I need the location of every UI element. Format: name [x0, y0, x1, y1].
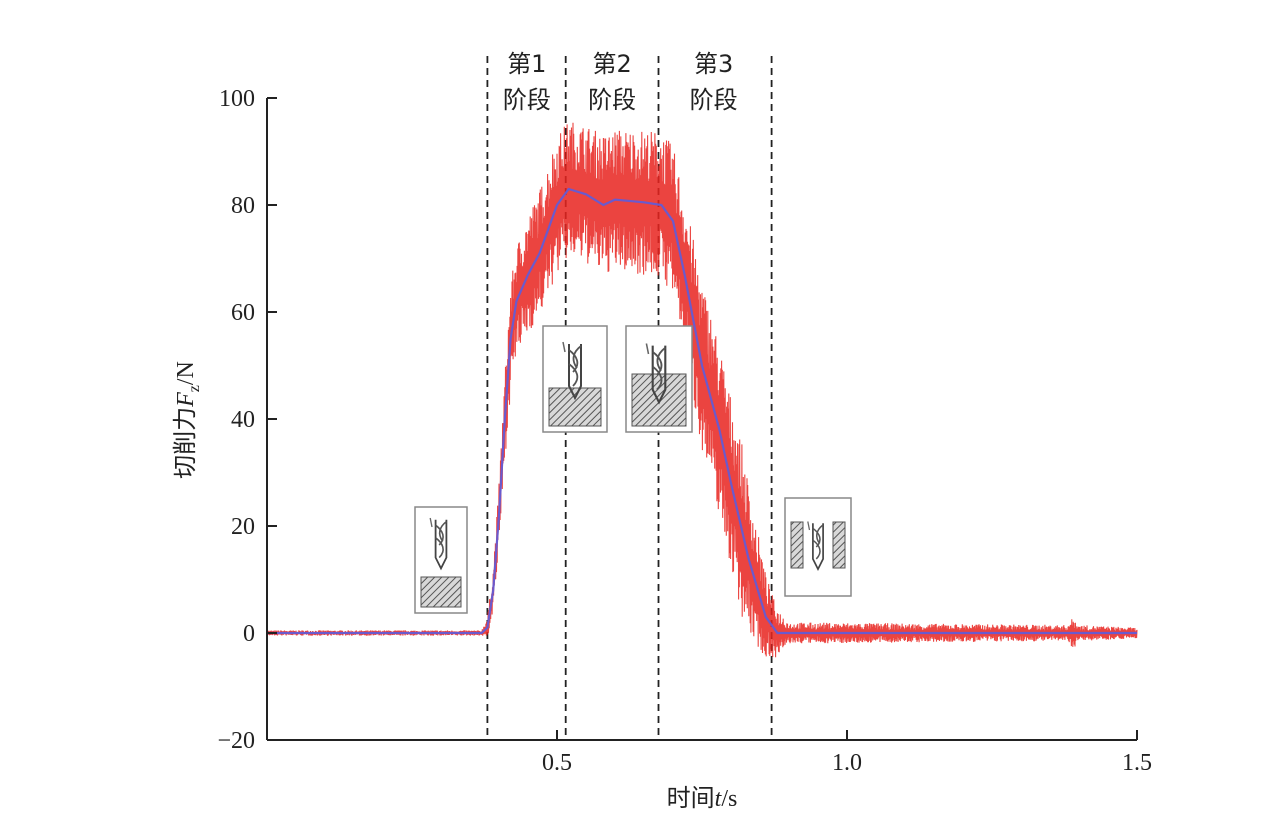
stage-label-line1: 第2	[592, 50, 631, 78]
workpiece-wall-left	[790, 521, 804, 569]
stage-label-line2: 阶段	[588, 86, 636, 114]
y-tick-label: 100	[219, 86, 255, 112]
raw-force-line	[266, 122, 1138, 658]
workpiece-wall-right	[832, 521, 846, 569]
tool-fully-engaged-icon	[625, 325, 693, 433]
y-tick-label: 0	[243, 621, 255, 647]
y-tick-label: −20	[217, 728, 255, 754]
series-raw-force	[266, 122, 1138, 658]
tool-exiting-workpiece-icon	[784, 497, 852, 597]
series-mean-force	[267, 187, 1137, 635]
stage-label-line2: 阶段	[690, 86, 738, 114]
tool-entering-workpiece-icon	[414, 506, 468, 614]
tool-insets	[414, 325, 852, 614]
stage-labels: 第1 阶段 第2 阶段 第3 阶段	[503, 50, 738, 114]
stage-label-line1: 第1	[507, 50, 546, 78]
y-tick-label: 20	[231, 514, 255, 540]
y-tick-label: 60	[231, 300, 255, 326]
x-axis-title: 时间t/s	[667, 784, 738, 812]
stage-label-line2: 阶段	[503, 86, 551, 114]
workpiece-block	[420, 576, 462, 608]
axes: −20 0 20 40 60 80 100 0.5 1.0 1.5	[217, 86, 1152, 776]
x-tick-label: 0.5	[542, 750, 572, 776]
y-axis-title: 切削力Fz/N	[171, 361, 203, 479]
tool-half-engaged-icon	[542, 325, 608, 433]
y-tick-label: 40	[231, 407, 255, 433]
x-tick-label: 1.5	[1122, 750, 1152, 776]
workpiece-block	[548, 387, 602, 427]
mean-force-line	[267, 187, 1137, 635]
y-tick-label: 80	[231, 193, 255, 219]
stage-label-line1: 第3	[694, 50, 733, 78]
x-tick-label: 1.0	[832, 750, 862, 776]
